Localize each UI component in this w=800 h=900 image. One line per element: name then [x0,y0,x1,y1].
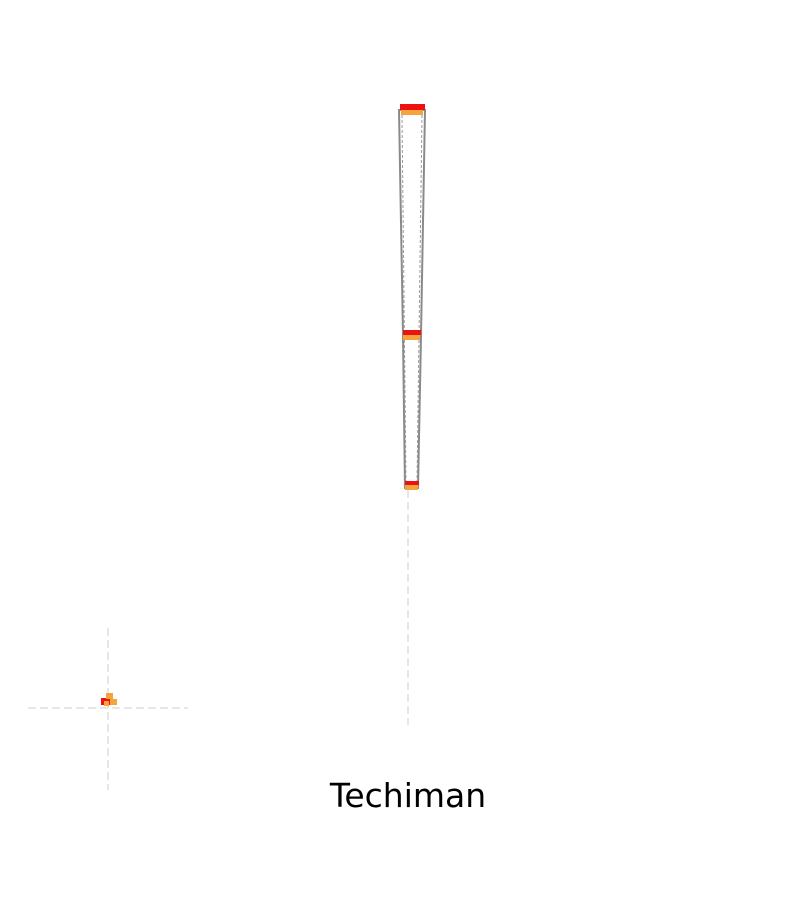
marker-top[interactable] [400,104,425,115]
marker-bottom[interactable] [405,481,419,490]
road-inner-dash-right [416,114,423,485]
marker-middle[interactable] [403,330,421,340]
road-band [397,109,427,489]
place-name-label: Techiman [329,776,487,815]
road-inner-dash-left [401,114,407,485]
guide-lines [28,115,409,790]
marker-isolated[interactable] [101,693,117,706]
